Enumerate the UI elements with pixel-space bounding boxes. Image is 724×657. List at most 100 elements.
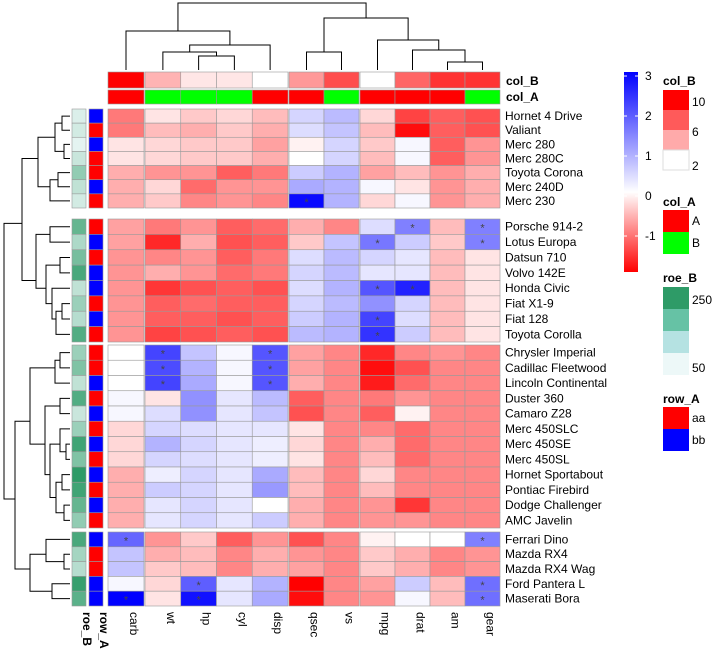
col-A-cell [216,89,253,105]
row-label: Ferrari Dino [505,532,569,546]
heatmap-cell [359,420,396,437]
row-dendrogram-link [21,158,38,281]
heatmap-cell [323,497,360,514]
star-mark: * [480,223,485,235]
row-label: Datsun 710 [505,250,567,264]
row-A-cell [88,390,104,407]
heatmap-cell [323,234,360,251]
row-A-cell [88,512,104,529]
roe-B-cell [71,344,87,361]
roe-B-cell [71,375,87,392]
heatmap-cell [429,151,466,166]
heatmap-cell [216,151,253,166]
legend-col-B-swatch [663,110,689,130]
row-A-cell [88,280,104,297]
column-label: qsec [308,612,322,637]
heatmap-cell [107,193,145,209]
heatmap-cell [429,590,466,607]
col-A-cell [394,89,431,105]
row-A-cell [88,420,104,437]
row-dendrogram-link [61,474,70,491]
star-mark: * [480,238,485,250]
star-mark: * [268,364,273,376]
legend-roe-B-title: roe_B [663,271,697,285]
heatmap-cell [288,295,325,312]
row-dendrogram-link [49,443,60,498]
row-label: Honda Civic [505,281,570,295]
column-annotations: col_B col_A [107,71,539,105]
heatmap-cell [323,576,360,592]
heatmap-cell [429,218,466,235]
roe-B-cell [71,466,87,483]
roe-B-cell [71,295,87,312]
heatmap-cell [429,466,466,483]
heatmap-cell [394,179,431,195]
heatmap-cell [394,576,431,592]
row-A-cell [88,122,104,138]
legend-col-A-swatch [663,210,689,232]
row-dendrogram-link [55,310,70,335]
heatmap-cell [394,590,431,607]
heatmap-cell [107,264,145,281]
heatmap-cell [288,390,325,407]
heatmap-cell [216,122,253,138]
heatmap-cell [359,359,396,376]
col-B-cell [429,71,466,89]
heatmap-cell [216,280,253,297]
heatmap-cell [359,108,396,124]
roe-B-cell [71,310,87,327]
heatmap-cell [251,390,289,407]
heatmap-cell [288,420,325,437]
heatmap-cell [107,481,145,498]
heatmap-cell [359,344,396,361]
row-A-cell [88,590,104,607]
heatmap-cell [216,420,253,437]
heatmap-cell [216,481,253,498]
heatmap-cell [429,326,466,343]
heatmap-cell [180,390,217,407]
legend-roe-B-swatch [663,309,689,331]
row-dendrogram-link [54,359,70,384]
heatmap-cell [144,481,182,498]
legend-row-A-swatch [663,429,689,451]
heatmap-cell [180,359,217,376]
row-A-cell [88,344,104,361]
heatmap-cell [394,420,431,437]
legend-row-A-title: row_A [663,392,700,406]
row-label: Dodge Challenger [505,498,602,512]
heatmap-cell [107,436,145,453]
heatmap-cell [216,546,253,562]
main-color-bar [624,72,638,272]
heatmap-cell [288,344,325,361]
star-mark: * [375,315,380,327]
heatmap-cell [323,344,360,361]
col-B-cell [394,71,431,89]
roe-B-cell [71,264,87,281]
column-dendrogram-link [125,30,231,70]
column-label: disp [271,612,285,634]
heatmap-cell [251,531,289,548]
heatmap-cell [288,151,325,166]
row-A-cell [88,249,104,266]
heatmap-cell [107,136,145,152]
col-B-cell [180,71,217,89]
heatmap-cell [251,122,289,138]
heatmap-cell [107,512,145,529]
row-A-cell [88,405,104,422]
heatmap-cell [359,179,396,195]
heatmap-cell [464,405,501,422]
heatmap-cell [394,561,431,577]
star-mark: * [161,364,166,376]
column-dendrogram-link [198,55,235,70]
heatmap-cell [464,436,501,453]
heatmap-cell [180,108,217,124]
heatmap-cell [216,451,253,468]
heatmap-cell [464,359,501,376]
heatmap-cell [464,249,501,266]
heatmap-cell [251,280,289,297]
heatmap-cell [251,512,289,529]
heatmap-cell [251,264,289,281]
heatmap-cell [180,436,217,453]
heatmap-cell [359,436,396,453]
row-label: Pontiac Firebird [505,483,589,497]
